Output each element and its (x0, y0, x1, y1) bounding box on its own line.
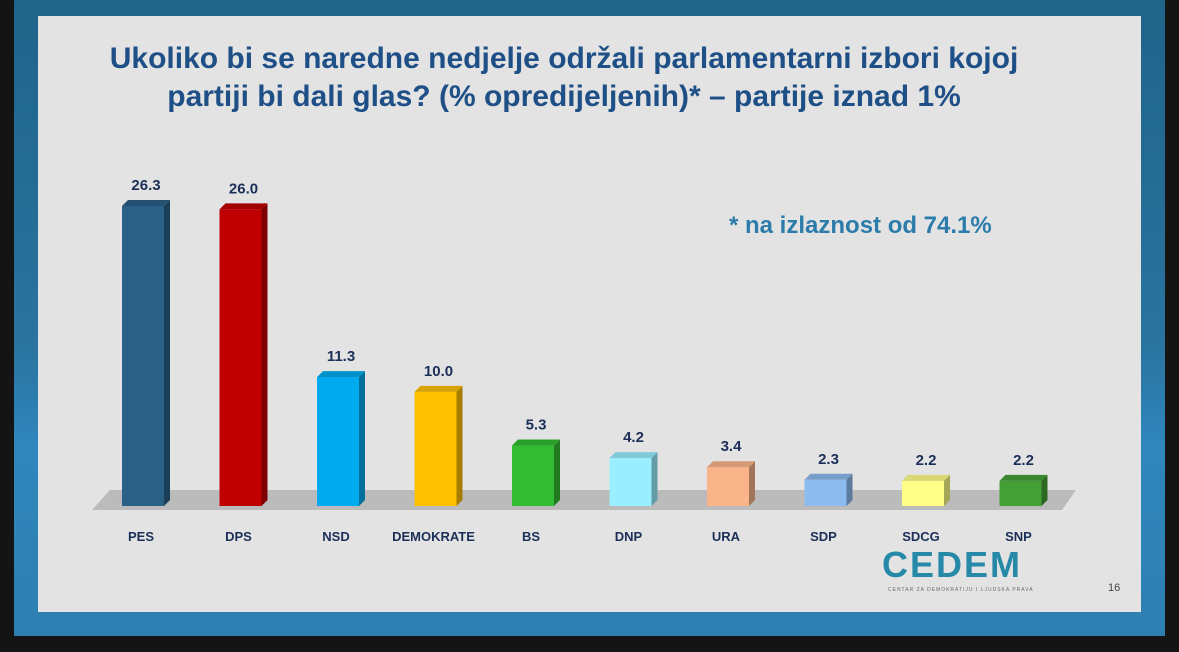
category-label-bs: BS (522, 529, 540, 544)
bar-nsd (317, 371, 365, 506)
bar-sdp (804, 473, 853, 506)
page-number: 16 (1108, 582, 1121, 594)
data-label-sdcg: 2.2 (916, 452, 937, 469)
bar-pes (122, 200, 170, 506)
data-label-bs: 5.3 (526, 417, 547, 434)
data-label-nsd: 11.3 (327, 348, 355, 365)
bar-chart: 26.3 PES 26.0 DPS 11.3 NSD 10.0 DEMOKRATE 5.3 BS 4… (92, 177, 1076, 544)
chart-title: Ukoliko bi se naredne nedjelje održali p… (54, 40, 1074, 116)
data-label-dps: 26.0 (229, 180, 258, 197)
slide: Ukoliko bi se naredne nedjelje održali p… (14, 0, 1165, 636)
category-label-pes: PES (128, 529, 154, 544)
turnout-note: * na izlaznost od 74.1% (729, 212, 992, 239)
category-label-dps: DPS (225, 529, 252, 544)
bar-bs (512, 439, 560, 506)
cedem-logo: CEDEM CENTAR ZA DEMOKRATIJU I LJUDSKA PR… (882, 544, 1082, 594)
data-label-demokrate: 10.0 (424, 363, 453, 380)
chart-title-line-1: Ukoliko bi se naredne nedjelje održali p… (109, 42, 1019, 75)
category-label-sdcg: SDCG (902, 529, 940, 544)
data-label-snp: 2.2 (1013, 452, 1034, 469)
category-label-demokrate: DEMOKRATE (392, 529, 475, 544)
data-label-pes: 26.3 (131, 177, 160, 194)
logo-subtitle: CENTAR ZA DEMOKRATIJU I LJUDSKA PRAVA (888, 587, 1034, 593)
category-label-dnp: DNP (615, 529, 643, 544)
bar-dps (219, 203, 268, 506)
logo-text: CEDEM (882, 544, 1023, 585)
bar-ura (707, 461, 755, 506)
category-label-snp: SNP (1005, 529, 1032, 544)
bar-sdcg (902, 474, 950, 506)
data-label-ura: 3.4 (721, 438, 743, 455)
category-label-sdp: SDP (810, 529, 837, 544)
data-label-sdp: 2.3 (818, 451, 839, 468)
category-label-nsd: NSD (322, 529, 349, 544)
data-label-dnp: 4.2 (623, 429, 644, 446)
chart-title-line-2: partiji bi dali glas? (% opredijeljenih)… (167, 80, 961, 113)
bar-demokrate (414, 385, 463, 506)
bar-snp (999, 474, 1048, 506)
bar-dnp (609, 452, 658, 506)
category-label-ura: URA (712, 529, 741, 544)
